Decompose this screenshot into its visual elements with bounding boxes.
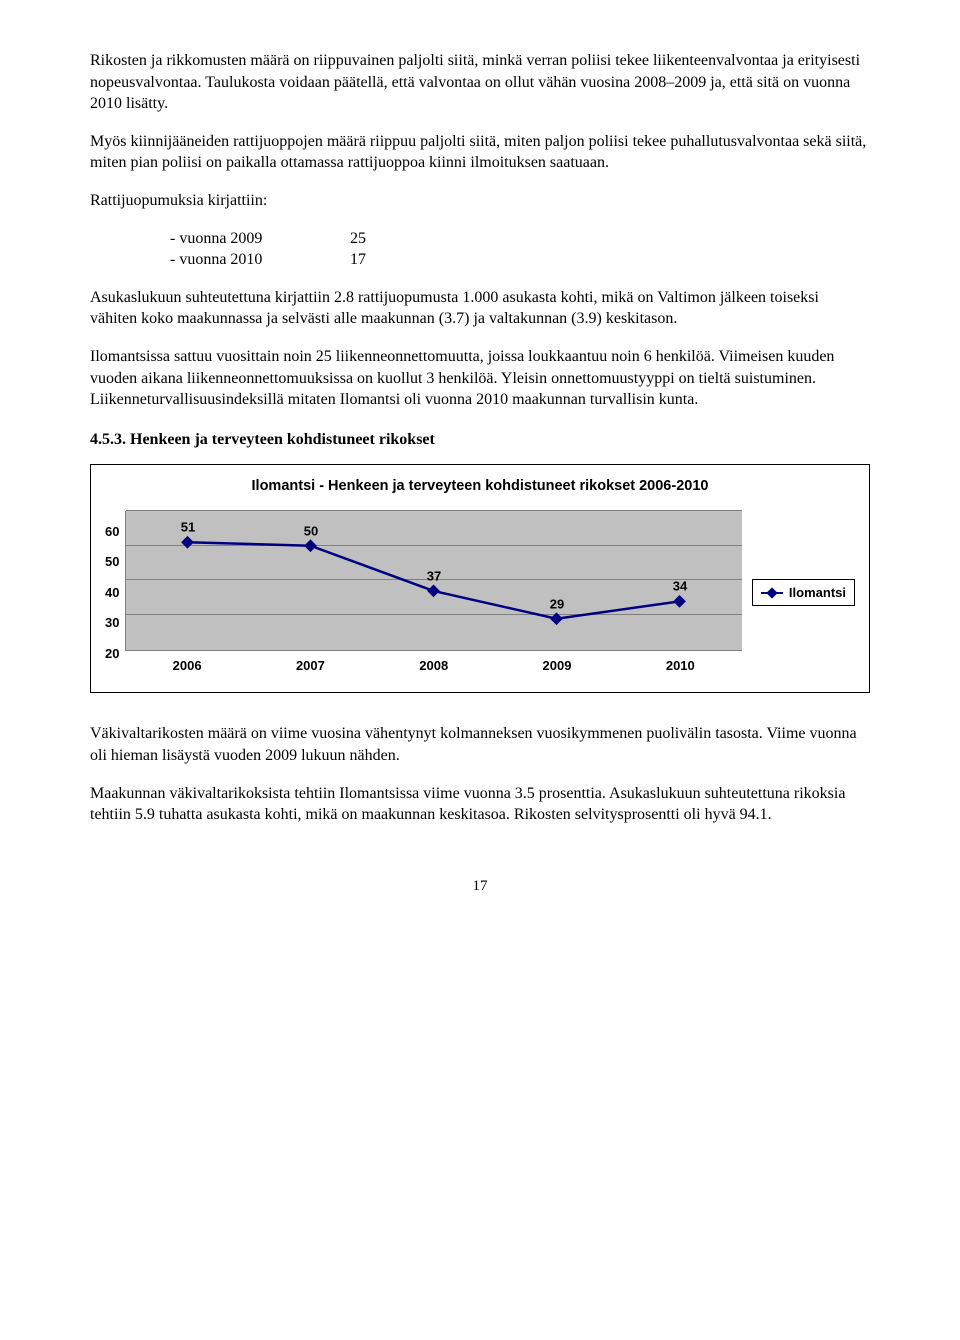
data-point-label: 37 — [427, 567, 441, 585]
x-tick: 2006 — [125, 657, 248, 675]
page-number: 17 — [90, 876, 870, 896]
list-label: - vuonna 2010 — [170, 249, 350, 271]
data-point-label: 50 — [304, 522, 318, 540]
paragraph: Asukaslukuun suhteutettuna kirjattiin 2.… — [90, 287, 870, 330]
x-tick: 2007 — [249, 657, 372, 675]
data-point-label: 51 — [181, 519, 195, 537]
y-axis: 60 50 40 30 20 — [105, 523, 125, 663]
paragraph: Rikosten ja rikkomusten määrä on riippuv… — [90, 50, 870, 115]
y-tick: 50 — [105, 553, 119, 571]
data-point-label: 29 — [550, 595, 564, 613]
section-heading: 4.5.3. Henkeen ja terveyteen kohdistunee… — [90, 429, 870, 451]
chart-container: Ilomantsi - Henkeen ja terveyteen kohdis… — [90, 464, 870, 693]
list-value: 17 — [350, 249, 410, 271]
list-item: - vuonna 2009 25 — [170, 228, 870, 250]
x-tick: 2008 — [372, 657, 495, 675]
plot-area-wrap: 51 50 37 29 34 2006 2007 2008 2009 2010 — [125, 511, 741, 675]
ratti-list: - vuonna 2009 25 - vuonna 2010 17 — [170, 228, 870, 271]
y-tick: 30 — [105, 614, 119, 632]
list-item: - vuonna 2010 17 — [170, 249, 870, 271]
paragraph-intro: Rattijuopumuksia kirjattiin: — [90, 190, 870, 212]
legend-marker-icon — [761, 592, 783, 594]
plot-area: 51 50 37 29 34 — [125, 511, 741, 651]
x-tick: 2009 — [495, 657, 618, 675]
paragraph: Ilomantsissa sattuu vuosittain noin 25 l… — [90, 346, 870, 411]
list-value: 25 — [350, 228, 410, 250]
y-tick: 60 — [105, 523, 119, 541]
list-label: - vuonna 2009 — [170, 228, 350, 250]
y-tick: 40 — [105, 584, 119, 602]
chart-legend: Ilomantsi — [752, 579, 855, 607]
paragraph: Myös kiinnijääneiden rattijuoppojen määr… — [90, 131, 870, 174]
x-axis: 2006 2007 2008 2009 2010 — [125, 657, 741, 675]
data-point-label: 34 — [673, 578, 687, 596]
x-tick: 2010 — [619, 657, 742, 675]
legend-label: Ilomantsi — [789, 584, 846, 602]
chart-title: Ilomantsi - Henkeen ja terveyteen kohdis… — [105, 477, 855, 497]
paragraph: Maakunnan väkivaltarikoksista tehtiin Il… — [90, 783, 870, 826]
paragraph: Väkivaltarikosten määrä on viime vuosina… — [90, 723, 870, 766]
y-tick: 20 — [105, 645, 119, 663]
